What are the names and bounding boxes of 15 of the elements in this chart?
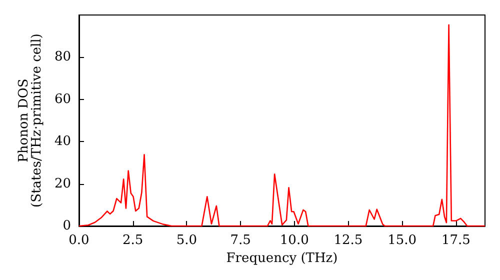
x-tick-label: 0.0 xyxy=(68,233,90,248)
x-tick-label: 17.5 xyxy=(441,233,470,248)
x-tick-label: 15.0 xyxy=(388,233,417,248)
y-tick-label: 80 xyxy=(54,50,71,65)
x-tick-label: 7.5 xyxy=(230,233,251,248)
y-tick-label: 20 xyxy=(54,176,71,192)
y-tick-label: 0 xyxy=(62,218,71,234)
y-axis-title: Phonon DOS (States/THz·primitive cell) xyxy=(16,33,45,208)
x-tick-label: 2.5 xyxy=(122,233,144,248)
y-tick-label: 40 xyxy=(54,134,71,150)
x-tick-label: 5.0 xyxy=(176,233,198,248)
x-axis-title: Frequency (THz) xyxy=(226,250,338,266)
y-tick-label: 60 xyxy=(54,92,71,107)
x-tick-label: 10.0 xyxy=(280,233,309,248)
x-tick-label: 12.5 xyxy=(334,233,363,248)
